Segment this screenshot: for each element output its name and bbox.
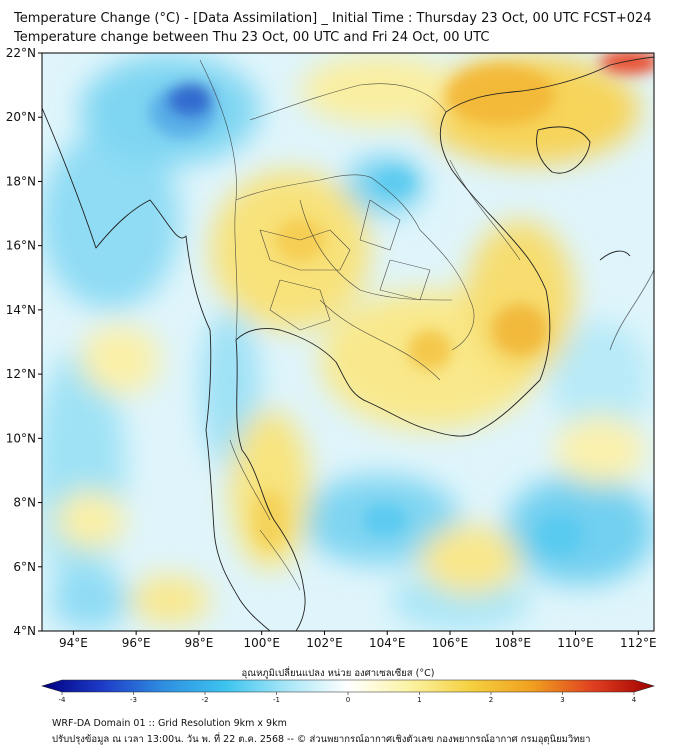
map-frame xyxy=(41,52,655,632)
borders xyxy=(199,59,521,591)
colorbar-tick-label: 2 xyxy=(489,696,493,704)
lat-tick-label: 22°N xyxy=(6,46,36,60)
lat-tick-label: 6°N xyxy=(13,560,36,574)
colorbar-ticks: -4 -3 -2 -1 0 1 2 3 4 xyxy=(59,692,637,704)
temperature-field xyxy=(42,53,654,631)
colorbar-tick-label: -1 xyxy=(273,696,280,704)
colorbar-tick-label: 1 xyxy=(417,696,421,704)
coastlines xyxy=(42,56,654,631)
lat-tick-label: 8°N xyxy=(13,496,36,510)
lon-tick-label: 96°E xyxy=(122,636,151,650)
footer-update-info: ปรับปรุงข้อมูล ณ เวลา 13:00น. วัน พ. ที่… xyxy=(52,734,591,745)
lon-tick-label: 112°E xyxy=(620,636,657,650)
lat-tick-label: 14°N xyxy=(6,303,36,317)
lat-tick-label: 20°N xyxy=(6,110,36,124)
colorbar-tick-label: 0 xyxy=(346,696,350,704)
lat-tick-label: 4°N xyxy=(13,624,36,638)
longitude-ticks: 94°E 96°E 98°E 100°E 102°E 104°E 106°E 108°E 110… xyxy=(59,631,657,650)
map-subtitle: Temperature change between Thu 23 Oct, 0… xyxy=(14,30,490,45)
lon-tick-label: 106°E xyxy=(432,636,469,650)
lon-tick-label: 98°E xyxy=(184,636,213,650)
colorbar-tick-label: -4 xyxy=(59,696,67,704)
lon-tick-label: 100°E xyxy=(243,636,280,650)
colorbar-tick-label: 3 xyxy=(560,696,564,704)
colorbar-bar xyxy=(40,679,656,693)
colorbar-label: อุณหภูมิเปลี่ยนแปลง หน่วย องศาเซลเซียส (… xyxy=(241,668,435,679)
latitude-ticks: 22°N 20°N 18°N 16°N 14°N 12°N 10°N 8°N 6°N 4°N xyxy=(6,46,42,638)
lon-tick-label: 94°E xyxy=(59,636,88,650)
colorbar-tick-label: -3 xyxy=(130,696,137,704)
lon-tick-label: 104°E xyxy=(369,636,406,650)
lat-tick-label: 18°N xyxy=(6,174,36,188)
colorbar-tick-label: 4 xyxy=(632,696,637,704)
colorbar-tick-label: -2 xyxy=(202,696,209,704)
lat-tick-label: 16°N xyxy=(6,239,36,253)
colorbar: -4 -3 -2 -1 0 1 2 3 4 xyxy=(40,679,656,704)
lat-tick-label: 10°N xyxy=(6,431,36,445)
lat-tick-label: 12°N xyxy=(6,367,36,381)
lon-tick-label: 108°E xyxy=(495,636,532,650)
lon-tick-label: 102°E xyxy=(306,636,343,650)
footer-model-info: WRF-DA Domain 01 :: Grid Resolution 9km … xyxy=(52,718,287,729)
map-title: Temperature Change (°C) - [Data Assimila… xyxy=(14,11,652,26)
lon-tick-label: 110°E xyxy=(557,636,594,650)
